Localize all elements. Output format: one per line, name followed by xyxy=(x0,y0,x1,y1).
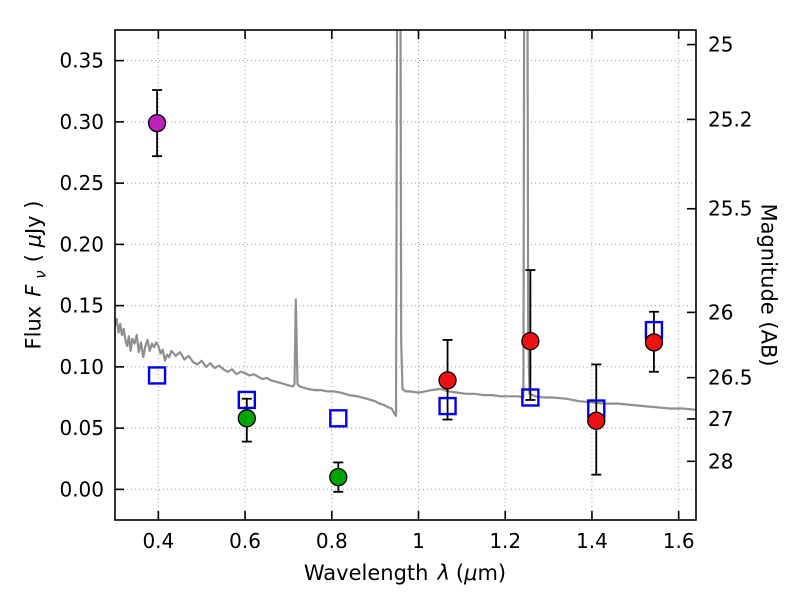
y-tick-label-right: 25.5 xyxy=(708,197,753,221)
y-tick-label-right: 27 xyxy=(708,407,733,431)
observed-photometry-point xyxy=(329,467,348,487)
x-tick-label: 0.8 xyxy=(316,529,348,553)
ylabel-flux-symbol: F xyxy=(21,284,46,297)
y-axis-label-right: Magnitude (AB) xyxy=(756,203,781,367)
ticks xyxy=(115,30,696,520)
ylabel-unit-close: Jy ) xyxy=(21,200,46,235)
y-tick-label-right: 26.5 xyxy=(708,366,753,390)
model-photometry-square xyxy=(521,388,540,407)
model-photometry-square xyxy=(438,396,457,416)
y-tick-label-right: 25.2 xyxy=(708,107,753,131)
observed-photometry-point xyxy=(587,411,606,430)
y-tick-label-right: 26 xyxy=(708,300,733,324)
model-spectrum-line xyxy=(115,30,696,417)
ylabel-text: Flux xyxy=(21,305,46,350)
tick-labels: 0.4 0.6 0.8 1 1.2 1.4 1.6 0.00 0.05 0.10 0.15 0.20 0… xyxy=(59,33,752,553)
y-tick-label-left: 0.25 xyxy=(59,171,104,195)
x-axis-label: Wavelength λ (μm) xyxy=(304,563,506,584)
model-photometry-square xyxy=(329,409,348,428)
x-tick-label: 1 xyxy=(412,529,425,553)
x-tick-label: 0.4 xyxy=(142,529,174,553)
ylabel-unit-mu: μ xyxy=(21,234,46,248)
y-axis-label-left: Flux Fν ( μJy ) xyxy=(21,200,50,350)
y-tick-label-left: 0.30 xyxy=(59,110,104,134)
grid xyxy=(115,30,696,520)
y-tick-label-left: 0.15 xyxy=(59,294,104,318)
x-tick-label: 1.6 xyxy=(663,529,695,553)
observed-photometry-point xyxy=(147,113,167,133)
y-tick-label-left: 0.05 xyxy=(59,416,104,440)
xlabel-unit-close: m) xyxy=(477,561,507,585)
xlabel-unit-open: ( xyxy=(455,561,465,585)
observed-photometry-point xyxy=(521,331,540,351)
y-tick-label-right: 25 xyxy=(708,33,733,57)
observed-photometry-point xyxy=(644,333,664,352)
ylabel-flux-symbol-subscript: ν xyxy=(31,270,50,279)
observed-photometry-point xyxy=(438,371,457,390)
xlabel-lambda-symbol: λ xyxy=(437,561,450,585)
model-photometry-square xyxy=(147,366,167,385)
xlabel-unit-mu: μ xyxy=(464,561,478,585)
xlabel-text: Wavelength xyxy=(303,561,429,585)
x-tick-label: 1.4 xyxy=(576,529,608,553)
ylabel-unit-open: ( xyxy=(21,247,46,263)
y-tick-label-left: 0.20 xyxy=(59,232,104,256)
x-tick-label: 0.6 xyxy=(229,529,261,553)
y-tick-label-right: 28 xyxy=(708,449,733,473)
y-tick-label-left: 0.10 xyxy=(59,355,104,379)
x-tick-label: 1.2 xyxy=(489,529,521,553)
axes-frame xyxy=(114,29,697,521)
model-photometry-square xyxy=(237,390,257,410)
y-tick-label-left: 0.35 xyxy=(59,49,104,73)
observed-photometry-point xyxy=(237,409,256,428)
y-tick-label-left: 0.00 xyxy=(59,477,104,501)
